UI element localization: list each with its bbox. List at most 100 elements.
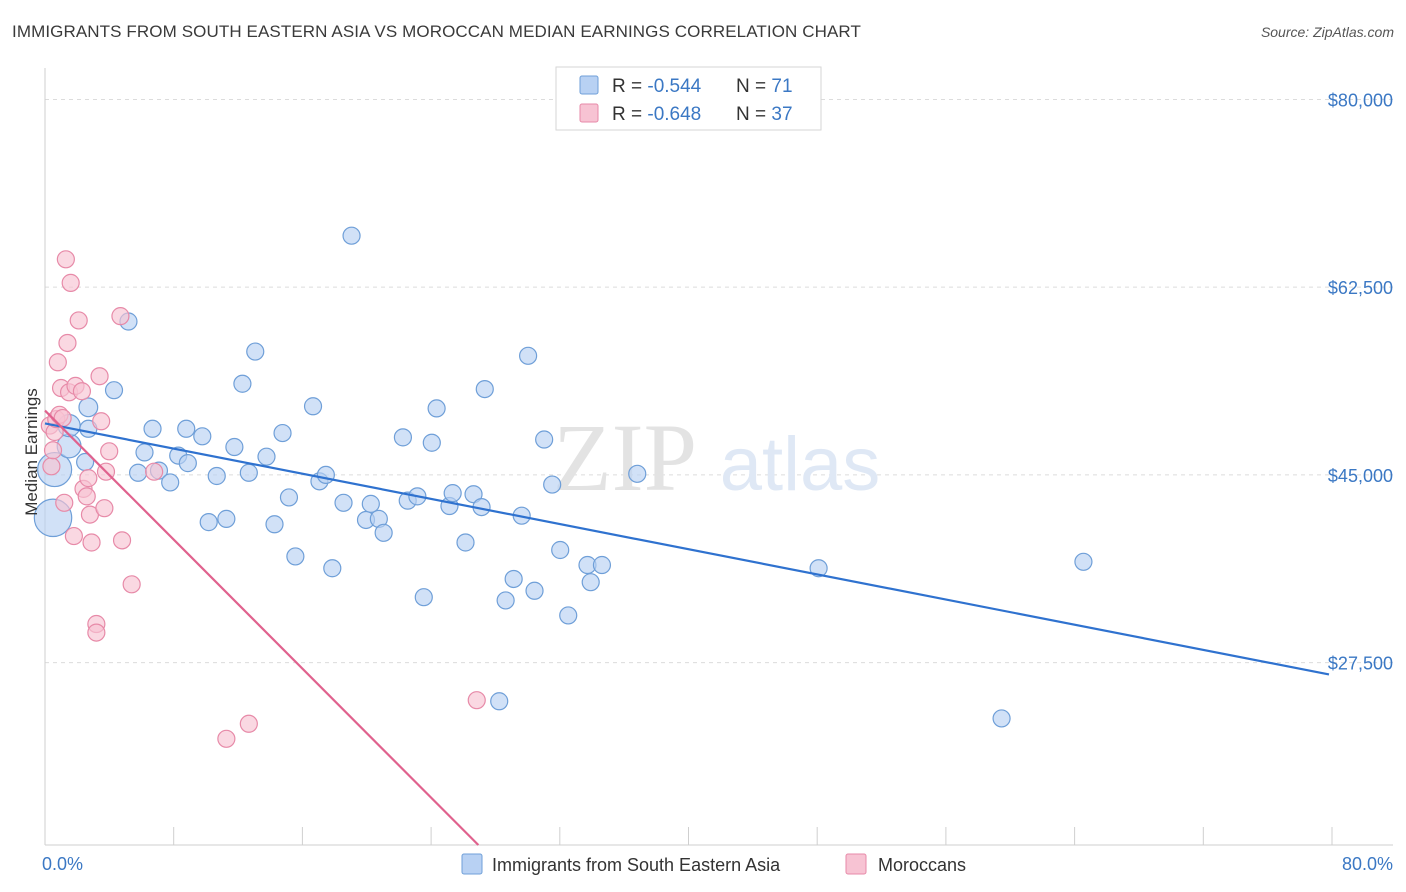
correlation-legend: R = -0.544 N = 71 R = -0.648 N = 37 bbox=[555, 66, 822, 131]
point-pink-8 bbox=[53, 408, 72, 428]
point-blue-23 bbox=[239, 463, 258, 482]
series-legend: Immigrants from South Eastern Asia Moroc… bbox=[461, 853, 966, 875]
watermark-zip: ZIP bbox=[553, 404, 697, 511]
point-blue-65 bbox=[628, 464, 647, 483]
series-legend-swatch-blue bbox=[461, 853, 483, 875]
point-pink-32 bbox=[122, 575, 141, 594]
point-blue-67 bbox=[992, 709, 1011, 728]
svg-text:R = -0.648: R = -0.648 bbox=[612, 104, 701, 125]
point-blue-63 bbox=[581, 573, 600, 592]
point-blue-34 bbox=[334, 493, 353, 512]
point-pink-29 bbox=[100, 442, 119, 461]
point-blue-44 bbox=[422, 433, 441, 452]
point-pink-16 bbox=[69, 311, 88, 330]
series-pink-points bbox=[40, 250, 486, 748]
point-blue-32 bbox=[316, 465, 335, 485]
point-blue-10 bbox=[135, 443, 154, 462]
legend-box bbox=[555, 66, 822, 131]
point-blue-28 bbox=[279, 488, 299, 507]
trend-lines bbox=[44, 409, 1330, 846]
point-blue-6 bbox=[78, 397, 99, 418]
point-blue-18 bbox=[199, 513, 218, 532]
point-pink-26 bbox=[92, 412, 111, 431]
series-legend-swatch-pink bbox=[845, 853, 867, 875]
legend-r-value-blue: -0.544 bbox=[647, 76, 701, 97]
legend-n-value-pink: 37 bbox=[771, 104, 792, 125]
point-blue-9 bbox=[128, 463, 148, 482]
y-tick-label-0: $27,500 bbox=[1328, 654, 1393, 674]
point-pink-24 bbox=[87, 623, 106, 642]
point-blue-57 bbox=[525, 581, 544, 600]
point-pink-2 bbox=[43, 441, 63, 460]
point-blue-7 bbox=[104, 381, 124, 400]
svg-text:N = 71: N = 71 bbox=[736, 76, 793, 97]
point-blue-45 bbox=[427, 399, 446, 418]
point-blue-24 bbox=[246, 342, 265, 361]
x-tick-label-0: 0.0% bbox=[42, 854, 83, 874]
point-pink-31 bbox=[112, 531, 132, 550]
legend-n-label-blue: N = bbox=[736, 76, 771, 97]
trend-line-blue bbox=[44, 422, 1330, 676]
point-pink-34 bbox=[217, 729, 236, 748]
series-legend-label-blue: Immigrants from South Eastern Asia bbox=[492, 855, 781, 875]
point-blue-35 bbox=[342, 226, 361, 245]
watermark-atlas: atlas bbox=[720, 422, 881, 507]
point-pink-11 bbox=[58, 333, 77, 353]
point-blue-56 bbox=[519, 346, 538, 365]
point-blue-53 bbox=[496, 591, 515, 610]
legend-r-label-pink: R = bbox=[612, 104, 647, 125]
point-pink-10 bbox=[56, 250, 75, 269]
point-pink-1 bbox=[42, 457, 61, 476]
point-blue-33 bbox=[323, 559, 342, 578]
y-tick-label-1: $45,000 bbox=[1328, 466, 1393, 486]
grid-lines bbox=[45, 98, 1393, 664]
point-pink-5 bbox=[48, 353, 67, 372]
point-blue-47 bbox=[443, 484, 462, 503]
point-blue-64 bbox=[592, 555, 612, 575]
legend-swatch-blue bbox=[579, 75, 599, 95]
point-blue-52 bbox=[490, 692, 509, 711]
point-blue-37 bbox=[361, 494, 380, 513]
point-blue-59 bbox=[543, 475, 562, 494]
point-pink-19 bbox=[77, 487, 96, 506]
legend-n-label-pink: N = bbox=[736, 104, 771, 125]
point-pink-20 bbox=[79, 469, 98, 488]
tick-labels: $27,500 $45,000 $62,500 $80,000 0.0% 80.0% bbox=[42, 90, 1393, 874]
trend-line-pink bbox=[44, 409, 480, 846]
legend-r-label-blue: R = bbox=[612, 76, 647, 97]
point-blue-15 bbox=[177, 419, 196, 438]
point-blue-66 bbox=[809, 559, 828, 578]
point-blue-43 bbox=[414, 588, 433, 607]
point-pink-30 bbox=[111, 307, 130, 326]
point-blue-25 bbox=[257, 447, 276, 466]
point-blue-40 bbox=[393, 428, 413, 447]
y-tick-label-2: $62,500 bbox=[1328, 278, 1393, 298]
y-axis-label: Median Earnings bbox=[22, 388, 41, 516]
x-tick-label-1: 80.0% bbox=[1342, 854, 1393, 874]
point-blue-20 bbox=[217, 509, 236, 528]
series-blue-points bbox=[33, 226, 1093, 728]
point-pink-9 bbox=[55, 493, 74, 512]
point-pink-25 bbox=[90, 367, 109, 386]
point-blue-13 bbox=[161, 473, 180, 492]
point-blue-30 bbox=[303, 397, 323, 416]
legend-n-value-blue: 71 bbox=[771, 76, 792, 97]
series-legend-label-pink: Moroccans bbox=[878, 855, 966, 875]
point-blue-17 bbox=[193, 427, 212, 446]
svg-text:N = 37: N = 37 bbox=[736, 104, 793, 125]
legend-swatch-pink bbox=[579, 103, 599, 123]
point-blue-27 bbox=[273, 423, 292, 443]
point-blue-61 bbox=[559, 606, 578, 625]
point-blue-16 bbox=[178, 454, 197, 473]
point-pink-36 bbox=[467, 691, 486, 710]
point-pink-14 bbox=[64, 526, 83, 546]
point-blue-58 bbox=[535, 430, 554, 449]
point-blue-51 bbox=[475, 379, 494, 399]
svg-text:R = -0.544: R = -0.544 bbox=[612, 76, 702, 97]
point-pink-22 bbox=[82, 533, 101, 552]
point-blue-49 bbox=[464, 485, 483, 504]
legend-r-value-pink: -0.648 bbox=[647, 104, 701, 125]
point-blue-48 bbox=[456, 533, 475, 552]
point-blue-26 bbox=[265, 515, 284, 534]
